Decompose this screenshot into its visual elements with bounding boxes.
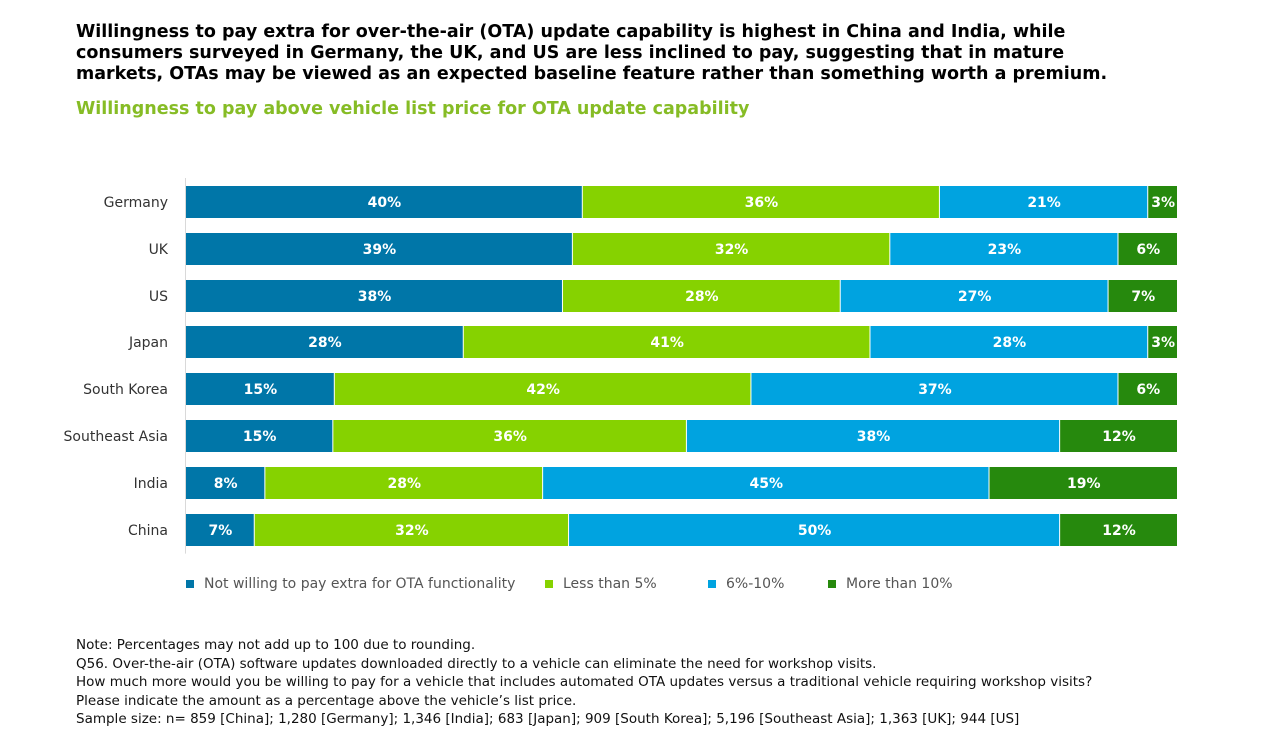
data-label-india-less-than-5: 28% bbox=[387, 476, 421, 492]
footnote-instruction: Please indicate the amount as a percenta… bbox=[76, 692, 577, 709]
bar-china-not-willing-to-pay-extra-for-ota-functionality bbox=[186, 514, 254, 546]
data-label-us-less-than-5: 28% bbox=[685, 289, 719, 305]
legend-swatch-less-than-5 bbox=[545, 580, 553, 588]
data-label-southeast-asia-not-willing-to-pay-extra-for-ota-functionality: 15% bbox=[243, 429, 277, 445]
data-label-china-not-willing-to-pay-extra-for-ota-functionality: 7% bbox=[208, 523, 232, 539]
chart-title: Willingness to pay above vehicle list pr… bbox=[76, 99, 750, 119]
footnote-question: How much more would you be willing to pa… bbox=[76, 674, 1093, 691]
y-tick-label-southeast-asia: Southeast Asia bbox=[64, 429, 168, 445]
legend-label-less-than-5: Less than 5% bbox=[563, 576, 657, 592]
data-label-us-more-than-10: 7% bbox=[1131, 289, 1155, 305]
data-label-uk-not-willing-to-pay-extra-for-ota-functionality: 39% bbox=[363, 242, 397, 258]
data-label-uk-more-than-10: 6% bbox=[1136, 242, 1160, 258]
y-tick-label-uk: UK bbox=[149, 242, 169, 258]
legend-item-6-10: 6%-10% bbox=[708, 576, 784, 592]
data-label-japan-6-10: 28% bbox=[993, 335, 1027, 351]
data-label-south-korea-not-willing-to-pay-extra-for-ota-functionality: 15% bbox=[244, 382, 278, 398]
bar-uk-not-willing-to-pay-extra-for-ota-functionality bbox=[186, 233, 572, 265]
data-label-germany-6-10: 21% bbox=[1027, 195, 1061, 211]
bar-uk-more-than-10 bbox=[1118, 233, 1177, 265]
bar-us-6-10 bbox=[840, 280, 1108, 312]
legend-label-not-willing: Not willing to pay extra for OTA functio… bbox=[204, 576, 516, 592]
bar-japan-not-willing-to-pay-extra-for-ota-functionality bbox=[186, 326, 463, 358]
legend-item-less-than-5: Less than 5% bbox=[545, 576, 657, 592]
legend-item-more-than-10: More than 10% bbox=[828, 576, 953, 592]
data-label-germany-not-willing-to-pay-extra-for-ota-functionality: 40% bbox=[368, 195, 402, 211]
y-tick-label-china: China bbox=[128, 523, 168, 539]
chart-headline: Willingness to pay extra for over-the-ai… bbox=[76, 22, 1108, 84]
bar-germany-more-than-10 bbox=[1148, 186, 1177, 218]
bar-southeast-asia-not-willing-to-pay-extra-for-ota-functionality bbox=[186, 420, 333, 452]
bar-japan-more-than-10 bbox=[1148, 326, 1177, 358]
data-label-uk-6-10: 23% bbox=[988, 242, 1022, 258]
bar-india-less-than-5 bbox=[265, 467, 543, 499]
y-tick-label-germany: Germany bbox=[104, 195, 168, 211]
y-tick-label-japan: Japan bbox=[128, 335, 168, 351]
legend-label-6-10: 6%-10% bbox=[726, 576, 785, 592]
legend-swatch-6-10 bbox=[708, 580, 716, 588]
data-label-india-6-10: 45% bbox=[750, 476, 784, 492]
bar-south-korea-less-than-5 bbox=[334, 373, 751, 405]
bar-us-less-than-5 bbox=[562, 280, 840, 312]
data-label-southeast-asia-less-than-5: 36% bbox=[493, 429, 527, 445]
legend-label-more-than-10: More than 10% bbox=[846, 576, 953, 592]
y-tick-label-south-korea: South Korea bbox=[83, 382, 168, 398]
data-label-germany-more-than-10: 3% bbox=[1151, 195, 1175, 211]
data-label-india-more-than-10: 19% bbox=[1067, 476, 1101, 492]
chart-legend: Not willing to pay extra for OTA functio… bbox=[186, 576, 1086, 596]
bar-japan-less-than-5 bbox=[463, 326, 870, 358]
data-label-us-not-willing-to-pay-extra-for-ota-functionality: 38% bbox=[358, 289, 392, 305]
footnote-sample-size: Sample size: n= 859 [China]; 1,280 [Germ… bbox=[76, 711, 1020, 728]
data-label-south-korea-less-than-5: 42% bbox=[526, 382, 560, 398]
data-label-china-6-10: 50% bbox=[798, 523, 832, 539]
footnote-question-intro: Q56. Over-the-air (OTA) software updates… bbox=[76, 655, 877, 672]
bar-india-6-10 bbox=[543, 467, 989, 499]
bar-us-more-than-10 bbox=[1108, 280, 1177, 312]
bar-china-less-than-5 bbox=[254, 514, 569, 546]
bar-uk-less-than-5 bbox=[572, 233, 890, 265]
bar-india-more-than-10 bbox=[989, 467, 1177, 499]
bar-us-not-willing-to-pay-extra-for-ota-functionality bbox=[186, 280, 562, 312]
data-label-india-not-willing-to-pay-extra-for-ota-functionality: 8% bbox=[214, 476, 238, 492]
footnote-rounding: Note: Percentages may not add up to 100 … bbox=[76, 637, 476, 653]
data-label-germany-less-than-5: 36% bbox=[745, 195, 779, 211]
legend-swatch-more-than-10 bbox=[828, 580, 836, 588]
bar-china-more-than-10 bbox=[1060, 514, 1177, 546]
bar-uk-6-10 bbox=[890, 233, 1118, 265]
data-label-china-more-than-10: 12% bbox=[1102, 523, 1136, 539]
data-label-china-less-than-5: 32% bbox=[395, 523, 429, 539]
bar-southeast-asia-more-than-10 bbox=[1060, 420, 1177, 452]
bar-south-korea-not-willing-to-pay-extra-for-ota-functionality bbox=[186, 373, 334, 405]
data-label-us-6-10: 27% bbox=[958, 289, 992, 305]
data-label-japan-less-than-5: 41% bbox=[650, 335, 684, 351]
bar-china-6-10 bbox=[569, 514, 1060, 546]
bar-south-korea-6-10 bbox=[751, 373, 1118, 405]
data-label-uk-less-than-5: 32% bbox=[715, 242, 749, 258]
data-label-southeast-asia-6-10: 38% bbox=[857, 429, 891, 445]
bar-southeast-asia-less-than-5 bbox=[333, 420, 686, 452]
data-label-japan-not-willing-to-pay-extra-for-ota-functionality: 28% bbox=[308, 335, 342, 351]
bar-india-not-willing-to-pay-extra-for-ota-functionality bbox=[186, 467, 265, 499]
chart-footnotes: Note: Percentages may not add up to 100 … bbox=[76, 636, 1196, 729]
bar-germany-not-willing-to-pay-extra-for-ota-functionality bbox=[186, 186, 582, 218]
bar-japan-6-10 bbox=[870, 326, 1148, 358]
bar-south-korea-more-than-10 bbox=[1118, 373, 1177, 405]
data-label-southeast-asia-more-than-10: 12% bbox=[1102, 429, 1136, 445]
bar-germany-6-10 bbox=[939, 186, 1148, 218]
bar-southeast-asia-6-10 bbox=[686, 420, 1060, 452]
legend-swatch-not-willing bbox=[186, 580, 194, 588]
data-label-south-korea-more-than-10: 6% bbox=[1136, 382, 1160, 398]
data-label-south-korea-6-10: 37% bbox=[918, 382, 952, 398]
data-label-japan-more-than-10: 3% bbox=[1151, 335, 1175, 351]
legend-item-not-willing: Not willing to pay extra for OTA functio… bbox=[186, 576, 515, 592]
y-tick-label-india: India bbox=[134, 476, 168, 492]
y-tick-label-us: US bbox=[149, 289, 168, 305]
bar-germany-less-than-5 bbox=[582, 186, 939, 218]
